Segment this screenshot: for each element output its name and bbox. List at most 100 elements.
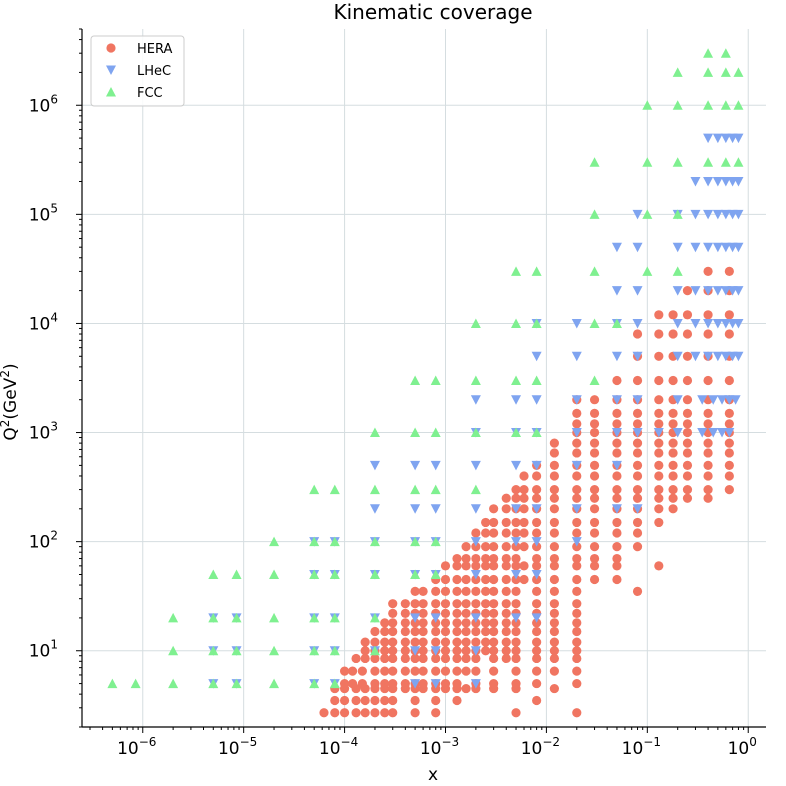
data-point-hera — [612, 448, 622, 458]
data-point-fcc — [703, 100, 714, 110]
data-point-hera — [724, 438, 734, 448]
x-tick-label: 10−6 — [117, 735, 156, 759]
data-point-hera — [632, 542, 643, 552]
data-point-hera — [682, 375, 693, 386]
data-point-lhec — [410, 679, 421, 689]
data-point-fcc — [642, 266, 653, 276]
data-point-hera — [431, 637, 441, 647]
data-point-fcc — [168, 612, 179, 623]
data-point-hera — [632, 493, 643, 503]
data-point-hera — [431, 626, 441, 637]
data-point-hera — [572, 608, 582, 618]
data-point-lhec — [531, 504, 542, 514]
data-point-hera — [501, 618, 511, 628]
data-point-fcc — [369, 569, 380, 579]
data-point-fcc — [410, 427, 421, 438]
data-point-hera — [703, 493, 713, 503]
data-point-hera — [511, 599, 521, 609]
data-point-lhec — [703, 209, 714, 220]
data-point-hera — [724, 375, 734, 386]
y-tick-exp: 4 — [50, 310, 58, 324]
data-point-lhec — [690, 209, 701, 220]
data-point-hera — [440, 626, 451, 637]
data-point-hera — [589, 561, 600, 571]
y-tick-exp: 5 — [50, 201, 58, 215]
data-point-hera — [400, 608, 410, 618]
data-point-fcc — [511, 427, 522, 438]
data-point-hera — [418, 637, 428, 647]
data-point-lhec — [369, 460, 380, 471]
data-point-fcc — [309, 645, 320, 656]
data-point-hera — [682, 460, 693, 470]
data-point-hera — [589, 438, 600, 448]
data-point-fcc — [672, 67, 683, 77]
data-point-fcc — [309, 569, 320, 579]
y-tick-exp: 6 — [50, 92, 58, 106]
legend-label-lhec: LHeC — [137, 64, 171, 79]
data-point-hera — [418, 678, 428, 689]
data-point-lhec — [672, 286, 683, 296]
data-point-hera — [489, 528, 499, 538]
data-point-hera — [461, 561, 471, 571]
data-point-lhec — [690, 351, 701, 362]
data-point-hera — [501, 599, 511, 609]
data-point-fcc — [470, 318, 481, 328]
data-point-hera — [418, 653, 428, 664]
data-point-hera — [452, 653, 462, 664]
data-point-hera — [703, 408, 713, 418]
data-point-fcc — [410, 484, 421, 495]
data-point-hera — [418, 599, 428, 609]
data-point-hera — [572, 517, 582, 528]
data-point-hera — [370, 678, 380, 689]
data-point-lhec — [712, 242, 723, 253]
data-point-fcc — [107, 678, 118, 689]
data-point-hera — [589, 408, 600, 418]
x-tick-base: 10 — [420, 739, 442, 759]
data-point-hera — [481, 608, 491, 618]
data-point-hera — [549, 504, 559, 514]
data-point-hera — [388, 666, 398, 676]
data-point-hera — [418, 608, 428, 618]
x-tick-exp: −1 — [643, 735, 661, 749]
data-point-lhec — [733, 242, 744, 253]
data-point-hera — [549, 666, 559, 676]
data-point-hera — [589, 448, 600, 458]
data-point-lhec — [672, 428, 683, 438]
data-point-fcc — [369, 427, 380, 438]
data-point-lhec — [724, 395, 735, 405]
data-point-fcc — [410, 569, 421, 579]
data-point-fcc — [611, 318, 622, 328]
data-point-hera — [452, 678, 462, 689]
data-point-hera — [481, 528, 491, 538]
data-point-hera — [501, 528, 511, 538]
data-point-hera — [388, 653, 398, 664]
data-point-hera — [612, 493, 622, 503]
data-point-lhec — [632, 209, 643, 220]
data-point-hera — [612, 574, 622, 585]
data-point-hera — [440, 561, 451, 571]
data-point-hera — [668, 310, 678, 320]
data-point-hera — [654, 471, 664, 481]
data-point-hera — [682, 427, 693, 438]
data-point-lhec — [470, 537, 481, 547]
data-point-hera — [400, 637, 410, 647]
data-point-hera — [589, 528, 600, 538]
data-point-hera — [440, 608, 451, 618]
data-point-hera — [410, 637, 420, 647]
data-point-lhec — [672, 242, 683, 253]
data-point-hera — [388, 708, 398, 718]
data-point-lhec — [703, 318, 714, 329]
data-point-hera — [388, 637, 398, 647]
data-point-lhec — [531, 569, 542, 580]
data-point-lhec — [708, 428, 719, 438]
data-point-lhec — [511, 537, 522, 547]
data-point-fcc — [168, 678, 179, 689]
data-point-hera — [668, 471, 678, 481]
data-point-fcc — [672, 266, 683, 276]
data-point-hera — [431, 666, 441, 676]
x-tick-base: 10 — [319, 739, 341, 759]
data-point-hera — [370, 637, 380, 647]
data-point-fcc — [231, 645, 242, 656]
data-point-hera — [654, 484, 664, 495]
data-point-hera — [519, 471, 529, 481]
